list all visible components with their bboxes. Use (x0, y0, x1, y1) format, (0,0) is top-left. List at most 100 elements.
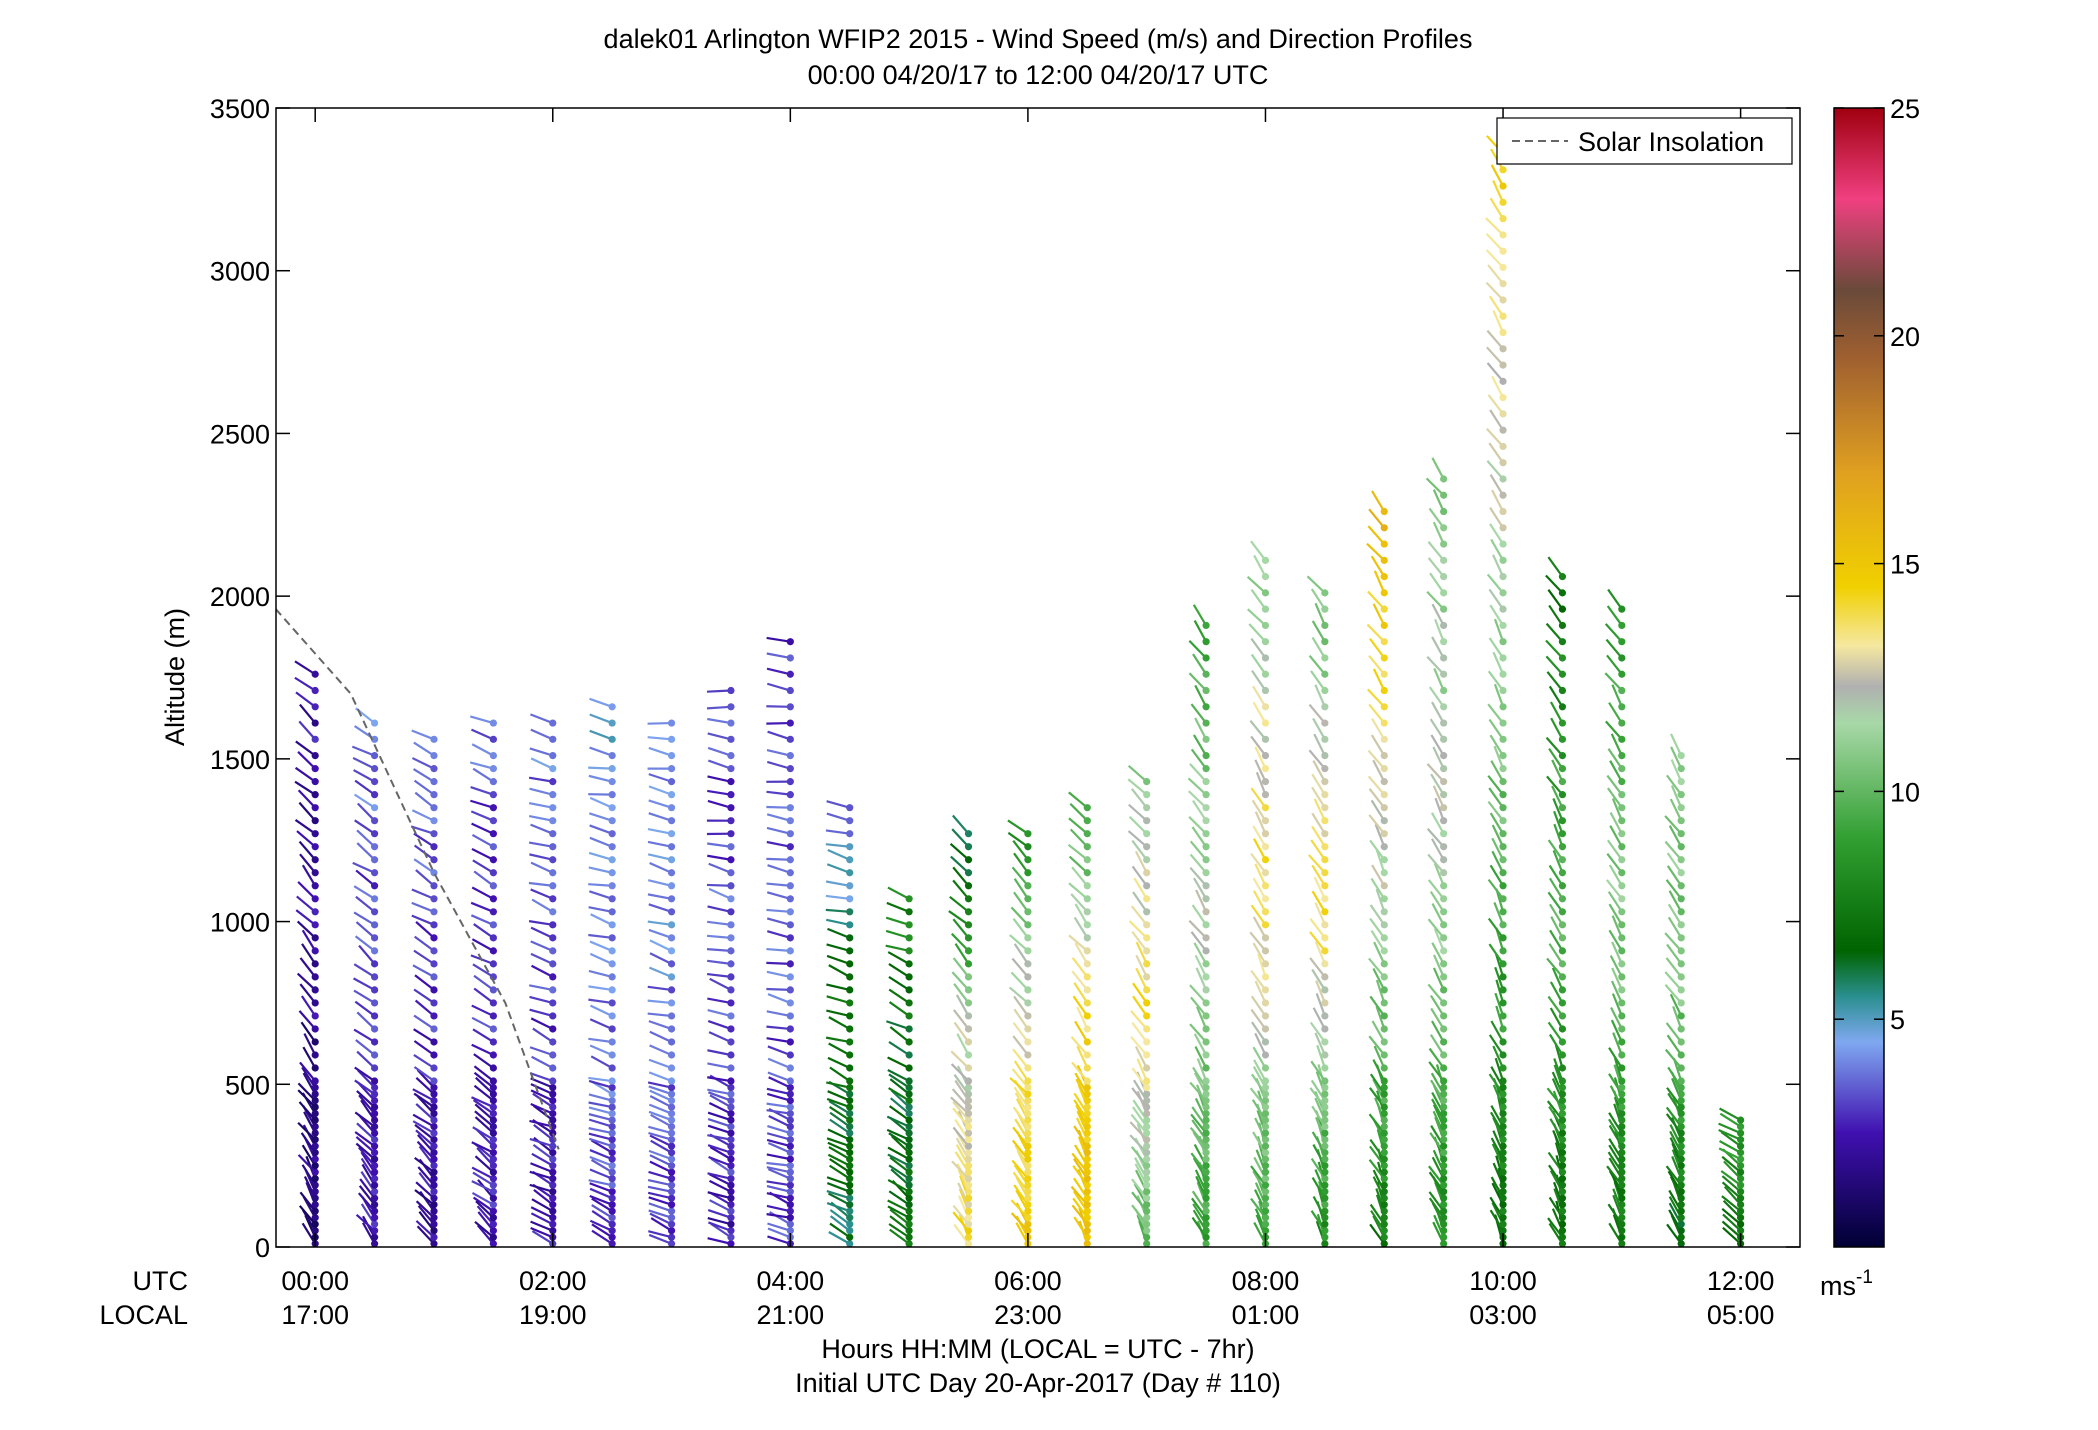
wind-barb-dot (1559, 1051, 1566, 1058)
wind-barb-dot (1202, 671, 1209, 678)
wind-barb-dot (1499, 817, 1506, 824)
wind-barb-dot (430, 736, 437, 743)
wind-barb-dot (1381, 1201, 1388, 1208)
wind-barb-dot (1618, 736, 1625, 743)
wind-barb-dot (1559, 882, 1566, 889)
wind-barb-dot (1143, 1025, 1150, 1032)
wind-barb-dot (490, 869, 497, 876)
wind-barb-dot (1499, 329, 1506, 336)
wind-barb-dot (1321, 1169, 1328, 1176)
wind-barb-dot (1321, 1130, 1328, 1137)
wind-barb-dot (1499, 934, 1506, 941)
wind-barb-dot (1084, 921, 1091, 928)
wind-barb-dot (1559, 1162, 1566, 1169)
wind-barb-dot (1024, 1064, 1031, 1071)
wind-barb-dot (668, 1097, 675, 1104)
wind-barb-dot (1440, 703, 1447, 710)
wind-barb-dot (1440, 778, 1447, 785)
wind-barb-dot (906, 1149, 913, 1156)
wind-barb-dot (1559, 1208, 1566, 1215)
wind-barb-dot (846, 1123, 853, 1130)
wind-barb-dot (1381, 1208, 1388, 1215)
x-tick-label-local: 17:00 (281, 1300, 349, 1330)
wind-barb-dot (846, 1143, 853, 1150)
wind-barb-dot (965, 1136, 972, 1143)
wind-barb-dot (549, 908, 556, 915)
wind-barb-dot (1024, 869, 1031, 876)
wind-barb-dot (668, 1188, 675, 1195)
wind-barb-dot (846, 960, 853, 967)
wind-barb-dot (1024, 1123, 1031, 1130)
wind-barb-dot (787, 1077, 794, 1084)
wind-barb-dot (1321, 778, 1328, 785)
wind-barb-dot (846, 869, 853, 876)
wind-barb-dot (312, 921, 319, 928)
wind-barb-dot (430, 934, 437, 941)
wind-barb-dot (549, 1175, 556, 1182)
wind-barb-dot (1321, 843, 1328, 850)
wind-barb-dot (846, 1077, 853, 1084)
wind-barb-dot (668, 1149, 675, 1156)
wind-barb-dot (490, 1051, 497, 1058)
wind-barb-dot (787, 1123, 794, 1130)
wind-barb-dot (430, 1136, 437, 1143)
wind-barb-dot (1143, 934, 1150, 941)
wind-barb-dot (1084, 960, 1091, 967)
wind-barb-dot (787, 765, 794, 772)
wind-barb-dot (1024, 1103, 1031, 1110)
wind-barb-dot (1499, 1064, 1506, 1071)
wind-barb-dot (727, 1234, 734, 1241)
wind-barb-dot (668, 895, 675, 902)
wind-barb-dot (1678, 765, 1685, 772)
wind-barb-dot (490, 719, 497, 726)
wind-barb-dot (1262, 843, 1269, 850)
wind-barb-dot (1202, 1038, 1209, 1045)
wind-barb-dot (906, 1064, 913, 1071)
wind-barb-dot (906, 1084, 913, 1091)
wind-barb-dot (1440, 960, 1447, 967)
wind-barb-dot (1381, 1110, 1388, 1117)
plot-area (276, 108, 1800, 1247)
y-tick-label: 1000 (210, 908, 270, 938)
x-tick-label-utc: 00:00 (281, 1266, 349, 1296)
wind-barb-dot (1202, 1182, 1209, 1189)
wind-barb-dot (1321, 1116, 1328, 1123)
wind-barb-dot (906, 921, 913, 928)
wind-barb-dot (490, 1175, 497, 1182)
wind-barb-dot (846, 1130, 853, 1137)
wind-barb-dot (1559, 589, 1566, 596)
wind-barb-dot (787, 1090, 794, 1097)
wind-barb-dot (1499, 427, 1506, 434)
wind-barb-dot (1737, 1149, 1744, 1156)
wind-barb-dot (1202, 1175, 1209, 1182)
wind-barb-dot (965, 1038, 972, 1045)
wind-barb-dot (549, 752, 556, 759)
wind-barb-dot (609, 1136, 616, 1143)
wind-barb-dot (1321, 921, 1328, 928)
wind-barb-dot (1202, 1123, 1209, 1130)
wind-barb-dot (727, 1221, 734, 1228)
wind-barb-dot (430, 1208, 437, 1215)
wind-barb-dot (430, 817, 437, 824)
wind-barb-dot (1143, 1012, 1150, 1019)
wind-barb-dot (1678, 1169, 1685, 1176)
wind-barb-dot (1262, 1116, 1269, 1123)
x-row-label-utc: UTC (133, 1266, 189, 1296)
wind-barb-dot (1262, 791, 1269, 798)
wind-barb-dot (1381, 765, 1388, 772)
wind-barb-dot (1618, 817, 1625, 824)
wind-barb-dot (609, 817, 616, 824)
wind-barb-dot (1618, 1123, 1625, 1130)
wind-barb-dot (1084, 1188, 1091, 1195)
wind-barb-dot (1499, 830, 1506, 837)
chart-title: dalek01 Arlington WFIP2 2015 - Wind Spee… (604, 24, 1473, 54)
wind-barb-dot (1499, 573, 1506, 580)
wind-barb-dot (1440, 830, 1447, 837)
wind-barb-dot (965, 1175, 972, 1182)
wind-barb-dot (1737, 1116, 1744, 1123)
wind-barb-dot (1321, 1084, 1328, 1091)
wind-barb-dot (1559, 1136, 1566, 1143)
wind-barb-dot (371, 804, 378, 811)
wind-barb-dot (1202, 1012, 1209, 1019)
wind-barb-dot (1559, 1038, 1566, 1045)
